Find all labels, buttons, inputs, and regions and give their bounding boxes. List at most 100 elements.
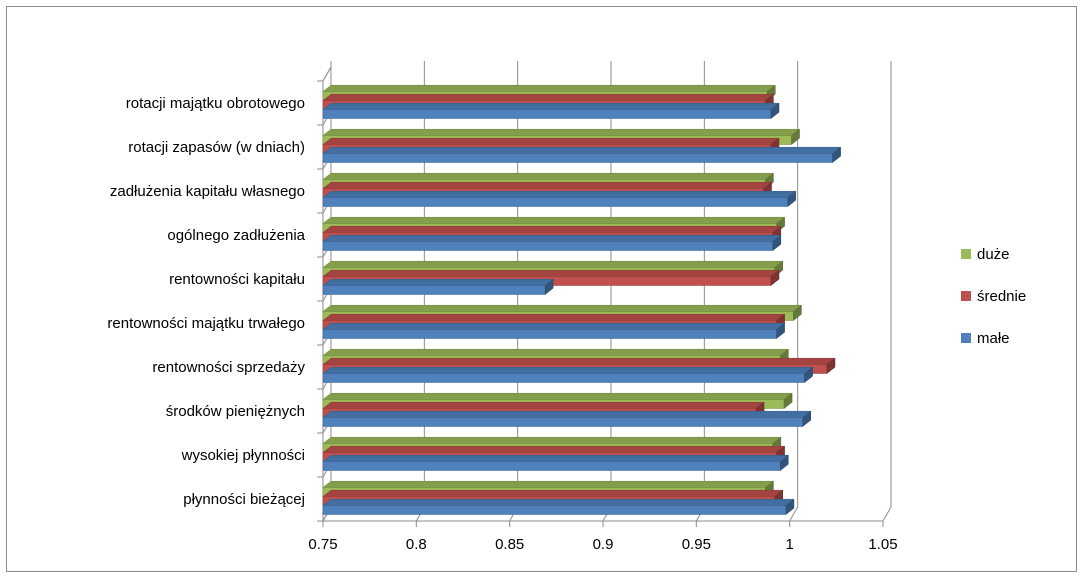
legend-label: średnie — [977, 288, 1026, 305]
x-tick-label: 0.85 — [495, 536, 524, 553]
bar-front-face — [322, 197, 789, 207]
bar-top-face — [322, 410, 812, 418]
bar-front-face — [322, 153, 833, 163]
bar-małe — [322, 322, 786, 340]
bar-top-face — [322, 322, 786, 330]
bar-top-face — [322, 146, 842, 154]
bar-top-face — [322, 304, 803, 312]
x-tick-labels: 0.75 0.8 0.85 0.9 0.95 1 1.05 — [308, 536, 897, 553]
legend-swatch — [961, 291, 971, 301]
bar-top-face — [322, 278, 554, 286]
bar-top-face — [322, 498, 795, 506]
category-label: wysokiej płynności — [181, 447, 305, 464]
category-label: ogólnego zadłużenia — [167, 227, 305, 244]
bar-end-face — [802, 410, 811, 428]
category-label: rentowności majątku trwałego — [107, 315, 305, 332]
bar-end-face — [780, 454, 789, 472]
category-labels: rotacji majątku obrotowego rotacji zapasó… — [107, 95, 305, 508]
bar-front-face — [322, 241, 774, 251]
bar-top-face — [322, 436, 782, 444]
bar-end-face — [544, 278, 554, 296]
chart-svg: rotacji majątku obrotowego rotacji zapasó… — [107, 61, 1026, 553]
bar-front-face — [322, 285, 546, 295]
category-label: rotacji majątku obrotowego — [126, 95, 305, 112]
x-tick-label: 0.95 — [682, 536, 711, 553]
category-label: rotacji zapasów (w dniach) — [128, 139, 305, 156]
bar-małe — [322, 146, 842, 164]
bar-front-face — [322, 461, 781, 471]
floor-depth-line — [789, 506, 799, 522]
bar-top-face — [322, 348, 790, 356]
legend-swatch — [961, 333, 971, 343]
x-tick-label: 0.75 — [308, 536, 337, 553]
bar-top-face — [322, 489, 784, 497]
bar-małe — [322, 190, 797, 208]
bar-top-face — [322, 445, 786, 453]
category-label: zadłużenia kapitału własnego — [110, 183, 305, 200]
bar-top-face — [322, 172, 775, 180]
bar-end-face — [770, 102, 780, 120]
bar-małe — [322, 234, 782, 252]
bar-end-face — [770, 269, 780, 287]
category-label: rentowności kapitału — [169, 271, 305, 288]
bar-top-face — [322, 392, 793, 400]
legend-item: średnie — [961, 288, 1026, 305]
bar-top-face — [322, 137, 780, 145]
x-tick-label: 0.8 — [406, 536, 427, 553]
bar-top-face — [322, 225, 782, 233]
bar-top-face — [322, 181, 773, 189]
x-tick-label: 0.9 — [593, 536, 614, 553]
bar-end-face — [832, 146, 841, 164]
bar-end-face — [804, 366, 813, 384]
bar-top-face — [322, 357, 836, 365]
legend-label: małe — [977, 330, 1010, 347]
bar-top-face — [322, 216, 786, 224]
legend-swatch — [961, 249, 971, 259]
bar-top-face — [322, 454, 790, 462]
legend-item: małe — [961, 330, 1010, 347]
bar-front-face — [322, 505, 787, 515]
bar-top-face — [322, 102, 780, 110]
bar-front-face — [322, 373, 805, 383]
bar-top-face — [322, 128, 801, 136]
bar-end-face — [826, 357, 836, 375]
legend-item: duże — [961, 246, 1010, 263]
bar-end-face — [791, 128, 800, 146]
legend-label: duże — [977, 246, 1010, 263]
x-tick-label: 1 — [785, 536, 793, 553]
bar-małe — [322, 366, 814, 384]
bar-front-face — [322, 109, 772, 119]
category-label: rentowności sprzedaży — [152, 359, 305, 376]
bar-end-face — [776, 322, 785, 340]
bar-end-face — [783, 392, 793, 410]
bar-top-face — [322, 260, 784, 268]
bar-top-face — [322, 234, 782, 242]
bar-front-face — [322, 417, 803, 427]
bar-end-face — [785, 498, 795, 516]
bars — [322, 84, 842, 516]
bar-top-face — [322, 190, 797, 198]
bar-małe — [322, 498, 795, 516]
bar-małe — [322, 278, 554, 296]
chart-frame: rotacji majątku obrotowego rotacji zapasó… — [6, 6, 1077, 572]
bar-top-face — [322, 93, 775, 101]
bar-end-face — [772, 234, 782, 252]
bar-top-face — [322, 84, 776, 92]
bar-top-face — [322, 480, 775, 488]
floor-depth-line — [882, 506, 892, 522]
bar-end-face — [793, 304, 802, 322]
bar-top-face — [322, 366, 814, 374]
bar-małe — [322, 410, 812, 428]
bar-end-face — [787, 190, 797, 208]
x-tick-label: 1.05 — [868, 536, 897, 553]
bar-małe — [322, 102, 780, 120]
bar-front-face — [322, 329, 777, 339]
bar-top-face — [322, 313, 786, 321]
wall-depth-line — [322, 66, 332, 82]
bar-top-face — [322, 269, 780, 277]
legend: duże średnie małe — [961, 246, 1026, 347]
bar-top-face — [322, 401, 765, 409]
bar-małe — [322, 454, 790, 472]
category-label: środków pieniężnych — [166, 403, 305, 420]
category-label: płynności bieżącej — [183, 491, 305, 508]
